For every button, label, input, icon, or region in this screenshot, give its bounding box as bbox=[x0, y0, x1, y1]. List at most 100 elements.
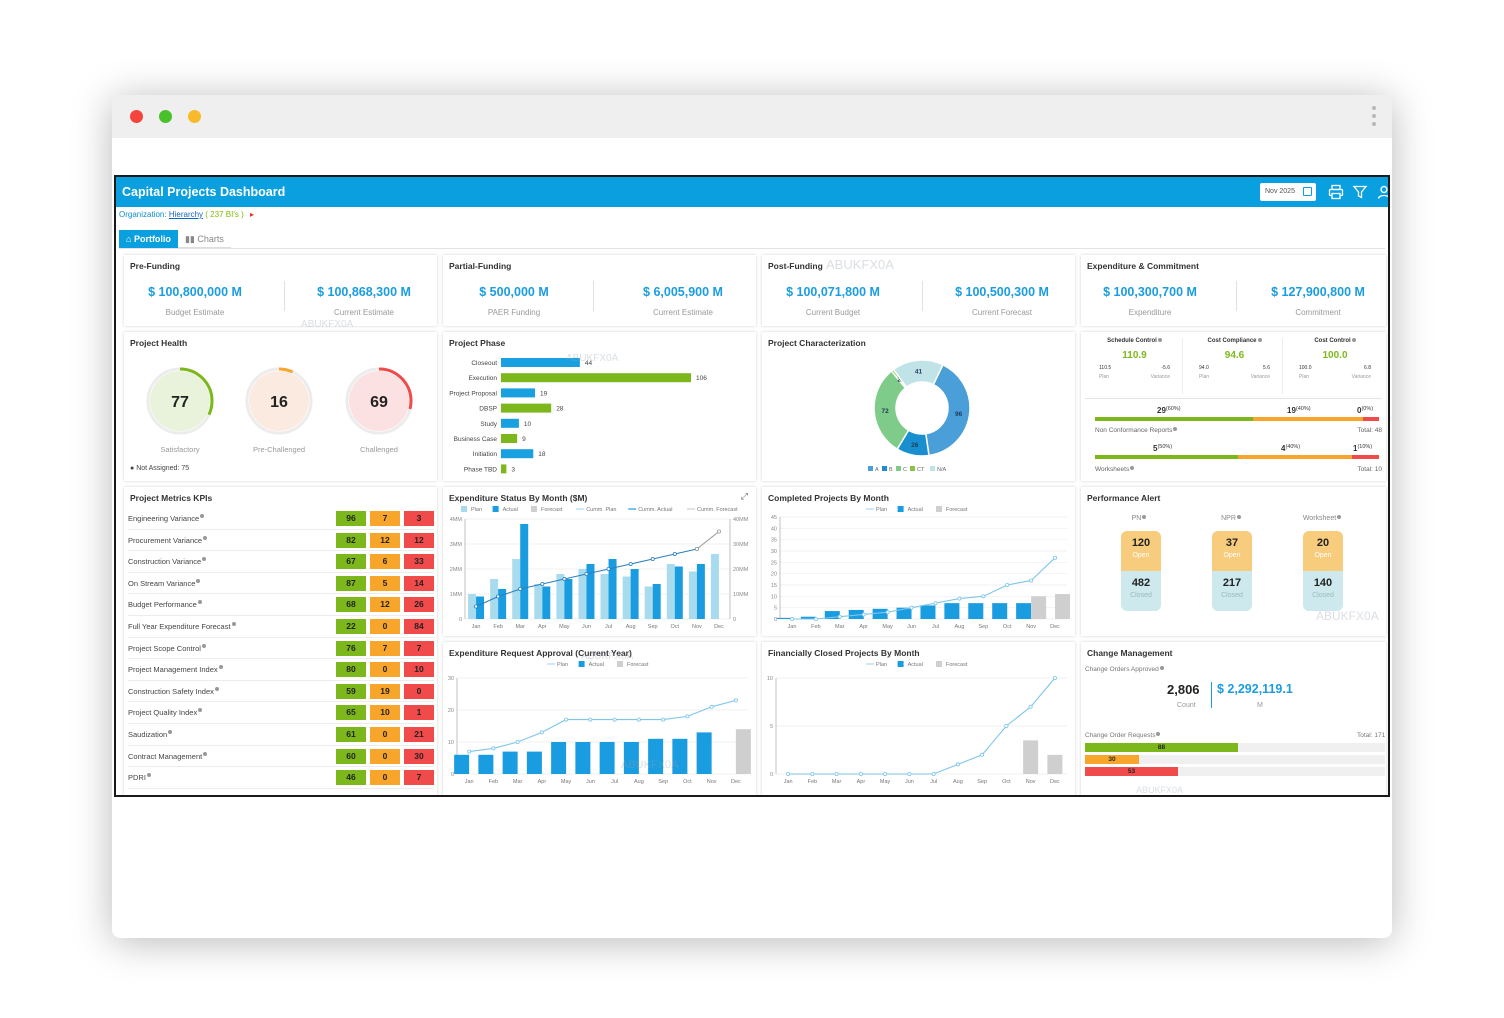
kpi-row[interactable]: Saudization 61 0 21 bbox=[128, 724, 434, 746]
kpi-red-count[interactable]: 14 bbox=[404, 575, 434, 591]
kpi-orange-count[interactable]: 0 bbox=[370, 770, 400, 786]
minimize-window-button[interactable] bbox=[188, 110, 201, 123]
change-bar-2[interactable]: 53 bbox=[1085, 767, 1178, 776]
chart-title: Financially Closed Projects By Month bbox=[768, 648, 920, 658]
kpi-orange-count[interactable]: 6 bbox=[370, 554, 400, 570]
kpi-orange-count[interactable]: 0 bbox=[370, 662, 400, 678]
kpi-orange-count[interactable]: 5 bbox=[370, 575, 400, 591]
kpi-row[interactable]: Construction Safety Index 59 19 0 bbox=[128, 681, 434, 703]
bar-actual-10 bbox=[696, 732, 712, 774]
print-icon[interactable] bbox=[1328, 184, 1344, 200]
kpi-red-count[interactable]: 33 bbox=[404, 554, 434, 570]
kpi-red-count[interactable]: 7 bbox=[404, 770, 434, 786]
kpi-red-count[interactable]: 1 bbox=[404, 705, 434, 721]
caret-right-icon[interactable]: ▸ bbox=[249, 210, 254, 219]
kpi-row[interactable]: Project Quality Index 65 10 1 bbox=[128, 702, 434, 724]
legend-swatch-N/A bbox=[930, 466, 935, 471]
kpi-orange-count[interactable]: 0 bbox=[370, 727, 400, 742]
kpi-red-count[interactable]: 84 bbox=[404, 619, 434, 634]
kpi-green-count[interactable]: 80 bbox=[336, 662, 366, 678]
kpi-row[interactable]: Project Management Index 80 0 10 bbox=[128, 659, 434, 681]
panel-title: Project Metrics KPIs bbox=[130, 493, 213, 503]
kpi-orange-count[interactable]: 12 bbox=[370, 532, 400, 548]
close-window-button[interactable] bbox=[130, 110, 143, 123]
kpi-red-count[interactable]: 0 bbox=[404, 683, 434, 699]
y-tick-right-0: 0 bbox=[733, 617, 736, 623]
kebab-menu-icon[interactable] bbox=[1372, 106, 1376, 130]
kpi-row[interactable]: Full Year Expenditure Forecast 22 0 84 bbox=[128, 616, 434, 638]
kpi-row[interactable]: Procurement Variance 82 12 12 bbox=[128, 530, 434, 552]
kpi-green-count[interactable]: 76 bbox=[336, 640, 366, 656]
kpi-red-count[interactable]: 30 bbox=[404, 748, 434, 764]
maximize-window-button[interactable] bbox=[159, 110, 172, 123]
kpi-orange-count[interactable]: 7 bbox=[370, 640, 400, 656]
y-tick-3: 30 bbox=[448, 676, 454, 682]
kpi-row[interactable]: Project Scope Control 76 7 7 bbox=[128, 638, 434, 660]
kpi-green-count[interactable]: 87 bbox=[336, 575, 366, 591]
kpi-green-count[interactable]: 68 bbox=[336, 597, 366, 613]
kpi-green-count[interactable]: 67 bbox=[336, 554, 366, 570]
kpi-orange-count[interactable]: 0 bbox=[370, 619, 400, 634]
x-tick-5: Jun bbox=[905, 779, 914, 785]
kpi-green-count[interactable]: 22 bbox=[336, 619, 366, 634]
expand-icon[interactable]: ⤢ bbox=[740, 491, 748, 501]
kpi-red-count[interactable]: 26 bbox=[404, 597, 434, 613]
alert-npr[interactable]: 37 Open 217 Closed bbox=[1212, 531, 1252, 611]
kpi-red-count[interactable]: 12 bbox=[404, 532, 434, 548]
date-picker[interactable]: Nov 2025 bbox=[1260, 183, 1316, 201]
kpi-row[interactable]: Contract Management 60 0 30 bbox=[128, 746, 434, 768]
point-cumm-actual-2 bbox=[518, 587, 523, 592]
control-plan: 110.5 bbox=[1099, 365, 1112, 371]
kpi-red-count[interactable]: 21 bbox=[404, 727, 434, 742]
change-bar-1[interactable]: 30 bbox=[1085, 755, 1139, 764]
phase-value-5: 9 bbox=[522, 436, 526, 443]
hierarchy-link[interactable]: Hierarchy bbox=[168, 210, 204, 219]
change-bar-0[interactable]: 88 bbox=[1085, 743, 1238, 752]
kpi-row[interactable]: Budget Performance 68 12 26 bbox=[128, 594, 434, 616]
kpi-green-count[interactable]: 65 bbox=[336, 705, 366, 721]
alert-pn[interactable]: 120 Open 482 Closed bbox=[1121, 531, 1161, 611]
y-tick-6: 30 bbox=[771, 549, 777, 555]
kpi-red-count[interactable]: 10 bbox=[404, 662, 434, 678]
kpi-green-count[interactable]: 46 bbox=[336, 770, 366, 786]
phase-bar-5 bbox=[501, 434, 518, 443]
kpi-green-count[interactable]: 82 bbox=[336, 532, 366, 548]
y-tick-0: 0 bbox=[770, 772, 773, 778]
kpi-row[interactable]: Construction Variance 67 6 33 bbox=[128, 551, 434, 573]
control-0: Schedule Control 110.9 110.5 -5.6 Plan Varian… bbox=[1087, 338, 1183, 394]
kpi-red-count[interactable]: 3 bbox=[404, 511, 434, 526]
kpi-row[interactable]: On Stream Variance 87 5 14 bbox=[128, 573, 434, 595]
bar-actual-6 bbox=[599, 742, 615, 774]
tab-portfolio[interactable]: ⌂ Portfolio bbox=[119, 230, 178, 248]
kpi-green-count[interactable]: 59 bbox=[336, 683, 366, 699]
kpi-orange-count[interactable]: 12 bbox=[370, 597, 400, 613]
kpi-name: Project Scope Control bbox=[128, 643, 206, 653]
current-estimate-label: Current Estimate bbox=[652, 308, 714, 317]
point-plan-3 bbox=[861, 612, 866, 617]
kpi-row[interactable]: PDRI 46 0 7 bbox=[128, 767, 434, 789]
kpi-green-count[interactable]: 61 bbox=[336, 727, 366, 742]
kpi-green-count[interactable]: 96 bbox=[336, 511, 366, 526]
kpi-orange-count[interactable]: 19 bbox=[370, 683, 400, 699]
tab-charts[interactable]: ▮▮ Charts bbox=[177, 230, 231, 248]
chart-title: Expenditure Request Approval (Current Ye… bbox=[449, 648, 632, 658]
alert-head-npr: NPR bbox=[1211, 515, 1251, 522]
kpi-orange-count[interactable]: 10 bbox=[370, 705, 400, 721]
ws-red-bar bbox=[1352, 455, 1379, 459]
bar-actual-2 bbox=[502, 751, 518, 774]
kpi-row[interactable]: Engineering Variance 96 7 3 bbox=[128, 508, 434, 530]
gauge-2-label: Challenged bbox=[360, 445, 398, 454]
kpi-orange-count[interactable]: 7 bbox=[370, 511, 400, 526]
kpi-orange-count[interactable]: 0 bbox=[370, 748, 400, 764]
user-icon[interactable] bbox=[1376, 184, 1388, 200]
filter-icon[interactable] bbox=[1352, 184, 1368, 200]
kpi-green-count[interactable]: 60 bbox=[336, 748, 366, 764]
alert-worksheet[interactable]: 20 Open 140 Closed bbox=[1303, 531, 1343, 611]
panel-title: Project Phase bbox=[449, 338, 506, 348]
kpi-red-count[interactable]: 7 bbox=[404, 640, 434, 656]
change-order-requests-label: Change Order Requests bbox=[1085, 732, 1161, 739]
bar-forecast-11 bbox=[1055, 594, 1071, 619]
control-value: 110.9 bbox=[1122, 350, 1147, 361]
plan-label: Plan bbox=[1299, 374, 1310, 380]
x-tick-0: Jan bbox=[472, 624, 481, 630]
